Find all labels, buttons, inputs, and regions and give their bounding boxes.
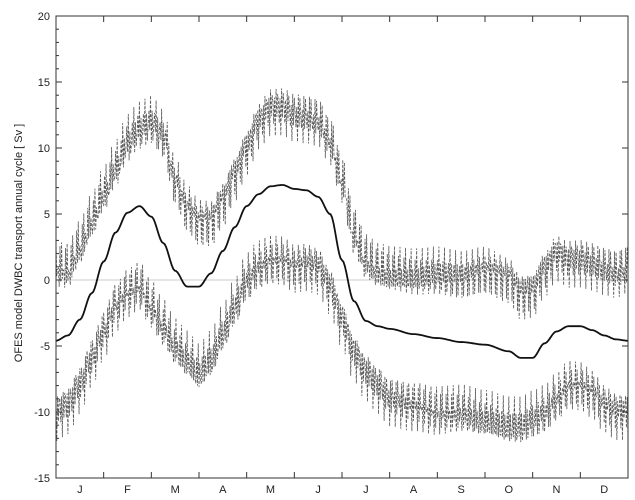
month-label: M <box>171 484 180 496</box>
plot-frame <box>55 15 629 479</box>
month-label: N <box>553 484 561 496</box>
dashed-series-line-2 <box>55 235 629 443</box>
y-tick-label: 10 <box>38 143 50 155</box>
y-tick-label: 5 <box>44 209 50 221</box>
y-axis-label: OFES model DWBC transport annual cycle [… <box>13 124 25 362</box>
y-tick-label: 0 <box>44 275 50 287</box>
y-tick-label: -5 <box>40 341 50 353</box>
month-label: O <box>505 484 514 496</box>
y-tick-label: -10 <box>34 407 50 419</box>
month-label: F <box>124 484 131 496</box>
month-label: J <box>315 484 321 496</box>
month-label: S <box>457 484 464 496</box>
y-tick-label: -15 <box>34 473 50 485</box>
y-tick-label: 15 <box>38 77 50 89</box>
month-label: M <box>266 484 275 496</box>
month-label: J <box>363 484 369 496</box>
month-label: D <box>600 484 608 496</box>
month-label: J <box>77 484 83 496</box>
month-label: A <box>410 484 418 496</box>
y-tick-label: 20 <box>38 11 50 23</box>
dashed-series-line-1 <box>55 88 629 320</box>
solid-series-line <box>55 184 629 359</box>
month-label: A <box>219 484 227 496</box>
